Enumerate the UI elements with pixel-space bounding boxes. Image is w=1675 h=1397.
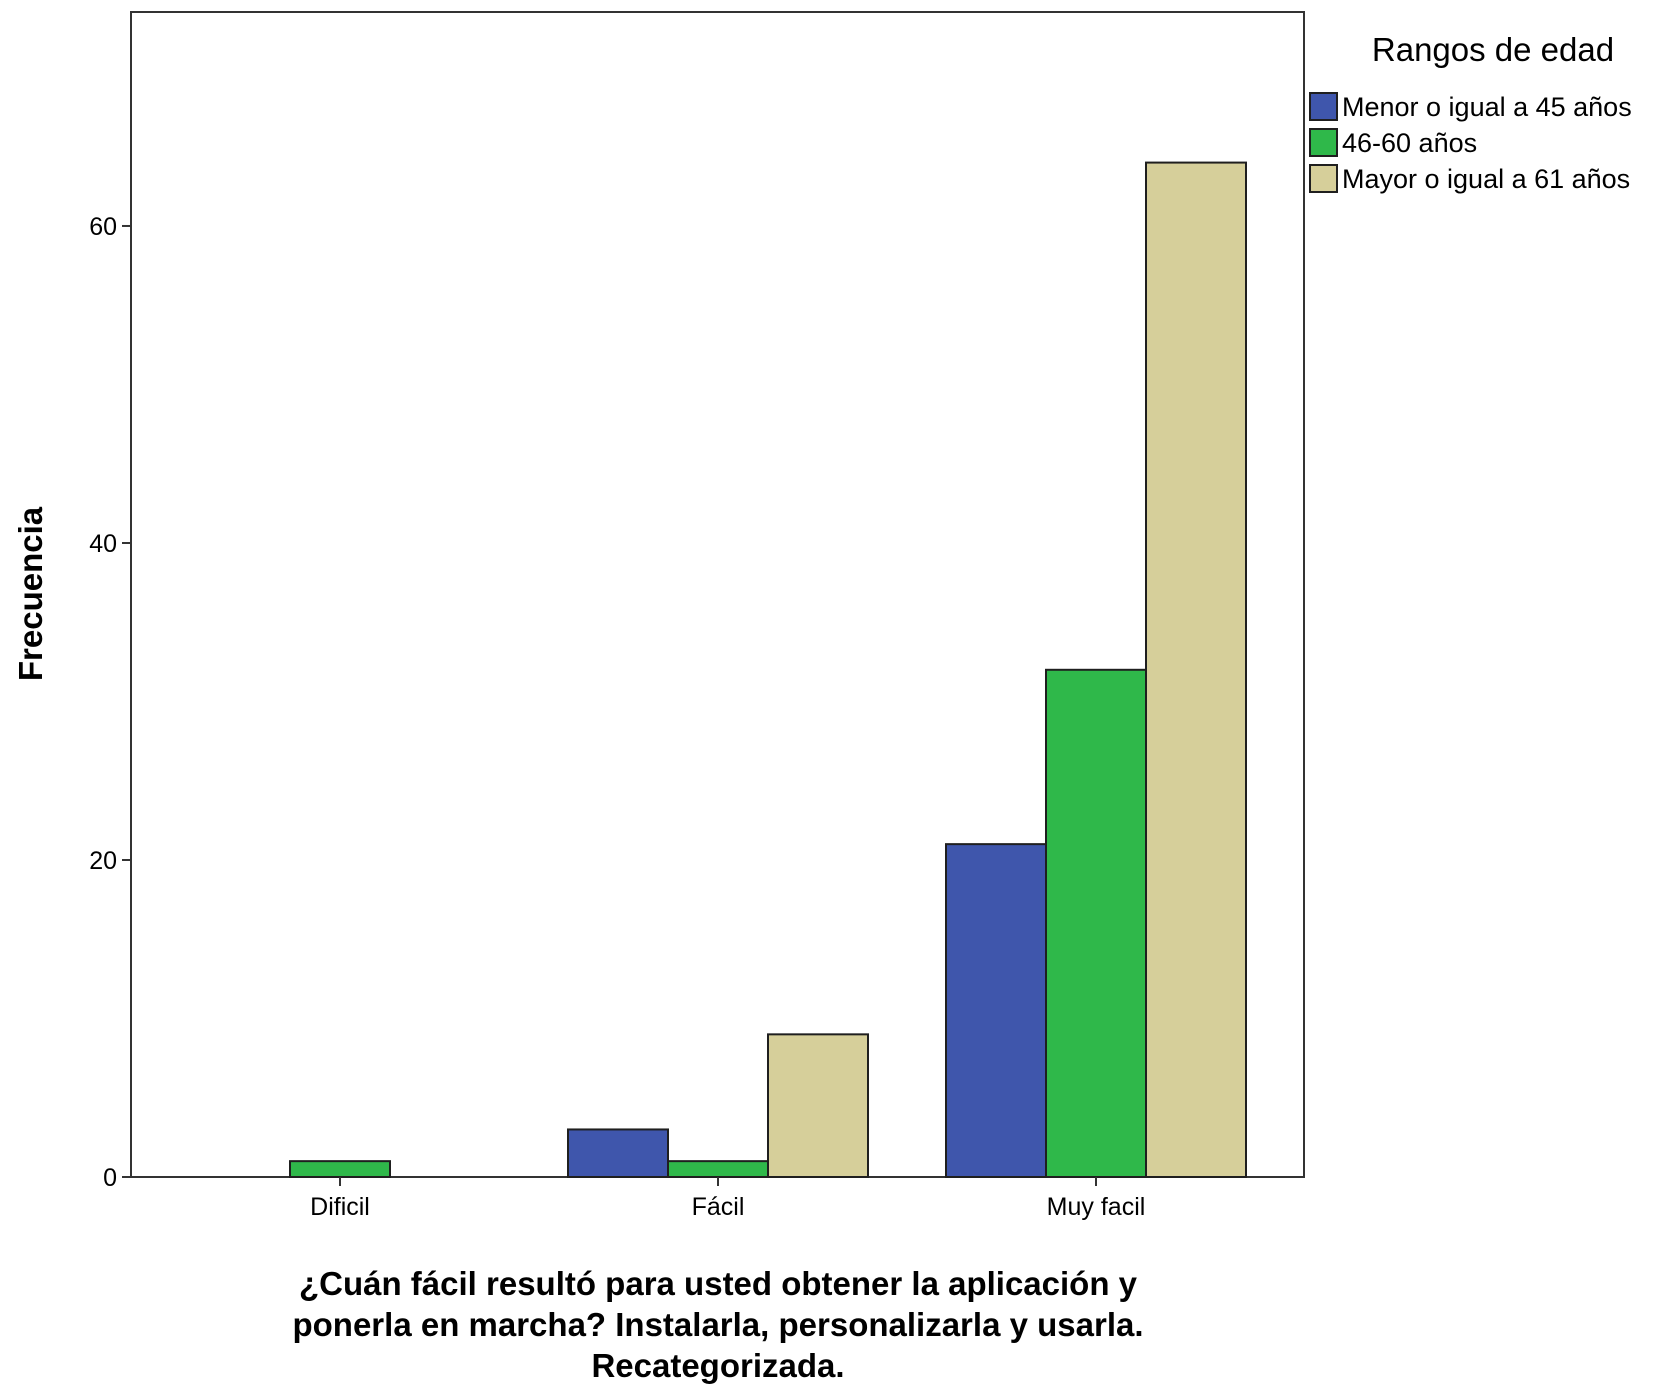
- legend-swatch: [1309, 128, 1338, 157]
- x-axis-title-line-2: ponerla en marcha? Instalarla, personali…: [292, 1306, 1143, 1343]
- y-axis: 0 20 40 60: [89, 213, 131, 1192]
- bar-muy-facil-series-2: [1045, 668, 1147, 1178]
- y-tick-label: 40: [89, 530, 117, 558]
- legend-swatch: [1309, 92, 1338, 121]
- y-tick-label: 0: [103, 1164, 117, 1192]
- x-tick-label: Fácil: [692, 1193, 745, 1221]
- y-tick-label: 20: [89, 847, 117, 875]
- legend: Rangos de edad Menor o igual a 45 años 46…: [1309, 31, 1632, 194]
- bar-dificil-series-2: [289, 1160, 391, 1178]
- legend-label: 46-60 años: [1342, 128, 1477, 158]
- bar-muy-facil-series-3: [1145, 161, 1247, 1178]
- bar-f-cil-series-3: [767, 1033, 869, 1178]
- legend-label: Menor o igual a 45 años: [1342, 92, 1632, 122]
- legend-title: Rangos de edad: [1372, 31, 1614, 68]
- y-tick-label: 60: [89, 213, 117, 241]
- x-axis: Dificil Fácil Muy facil: [310, 1177, 1145, 1221]
- legend-label: Mayor o igual a 61 años: [1342, 164, 1630, 194]
- bar-f-cil-series-2: [667, 1160, 769, 1178]
- y-axis-title: Frecuencia: [12, 506, 49, 681]
- x-axis-title-line-3: Recategorizada.: [591, 1347, 844, 1384]
- legend-items: Menor o igual a 45 años 46-60 años Mayor o…: [1309, 92, 1632, 194]
- x-tick-label: Muy facil: [1047, 1193, 1146, 1221]
- x-axis-title-line-1: ¿Cuán fácil resultó para usted obtener l…: [299, 1265, 1138, 1302]
- legend-swatch: [1309, 164, 1338, 193]
- bar-muy-facil-series-1: [945, 843, 1047, 1179]
- bar-f-cil-series-1: [567, 1128, 669, 1178]
- bars-group: [289, 161, 1247, 1179]
- x-tick-label: Dificil: [310, 1193, 370, 1221]
